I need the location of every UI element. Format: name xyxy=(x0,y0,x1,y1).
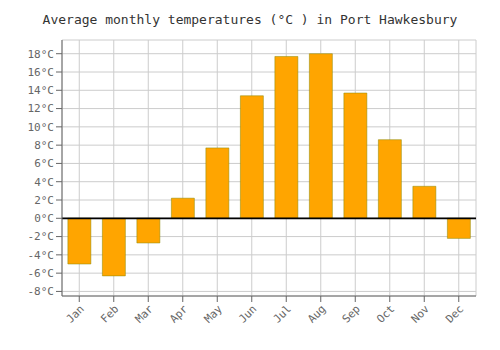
svg-text:May: May xyxy=(202,302,226,326)
svg-text:Sep: Sep xyxy=(340,302,363,325)
svg-text:Apr: Apr xyxy=(167,302,191,326)
svg-text:Jan: Jan xyxy=(64,302,87,325)
svg-text:12°C: 12°C xyxy=(28,102,55,115)
svg-text:Nov: Nov xyxy=(409,302,433,326)
svg-text:Jun: Jun xyxy=(236,302,259,325)
svg-text:-6°C: -6°C xyxy=(28,267,55,280)
svg-text:Oct: Oct xyxy=(374,302,397,325)
svg-text:2°C: 2°C xyxy=(34,194,54,207)
svg-text:Aug: Aug xyxy=(305,302,328,325)
svg-text:-2°C: -2°C xyxy=(28,230,55,243)
svg-text:0°C: 0°C xyxy=(34,212,54,225)
svg-text:16°C: 16°C xyxy=(28,66,55,79)
svg-text:6°C: 6°C xyxy=(34,157,54,170)
svg-text:-8°C: -8°C xyxy=(28,285,55,298)
svg-text:Mar: Mar xyxy=(133,302,157,326)
svg-text:Dec: Dec xyxy=(443,302,466,325)
svg-text:14°C: 14°C xyxy=(28,84,55,97)
svg-text:10°C: 10°C xyxy=(28,121,55,134)
html-text:Average monthly temperatures (: Average monthly temperatures (°C ) in Po… xyxy=(42,12,458,27)
svg-text:-4°C: -4°C xyxy=(28,249,55,262)
svg-text:Jul: Jul xyxy=(271,302,294,325)
svg-text:4°C: 4°C xyxy=(34,176,54,189)
svg-text:8°C: 8°C xyxy=(34,139,54,152)
svg-text:18°C: 18°C xyxy=(28,48,55,61)
svg-text:Feb: Feb xyxy=(98,302,121,325)
